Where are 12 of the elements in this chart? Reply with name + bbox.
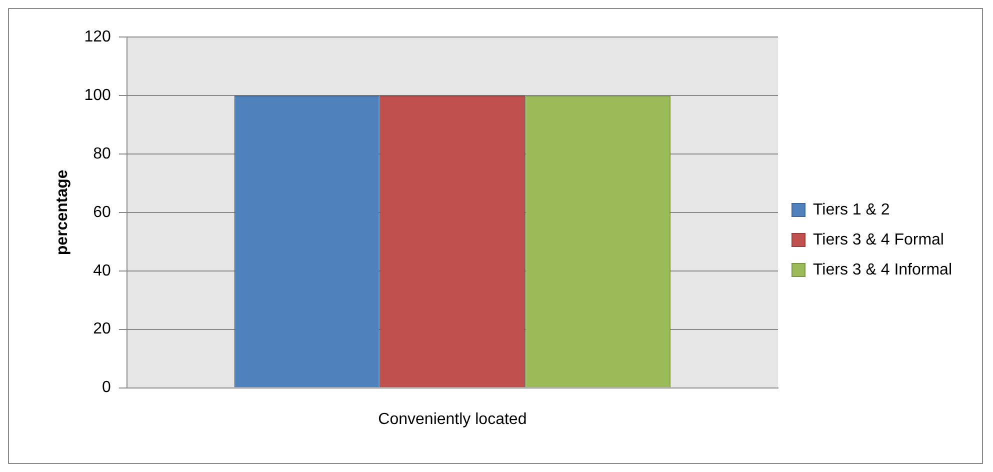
legend-label: Tiers 1 & 2 [812, 201, 890, 218]
y-tick-label: 20 [93, 320, 111, 338]
y-tick-label: 40 [93, 262, 111, 280]
y-tick-label: 60 [93, 204, 111, 221]
y-tick-label: 80 [93, 145, 111, 162]
y-tick-label: 0 [102, 379, 111, 396]
y-tick-label: 100 [84, 86, 111, 104]
x-tick-label: Conveniently located [378, 410, 527, 428]
y-tick-label: 120 [84, 28, 111, 46]
y-axis-title: percentage [54, 170, 72, 256]
legend-label: Tiers 3 & 4 Formal [812, 231, 944, 248]
legend-label: Tiers 3 & 4 Informal [812, 261, 952, 278]
